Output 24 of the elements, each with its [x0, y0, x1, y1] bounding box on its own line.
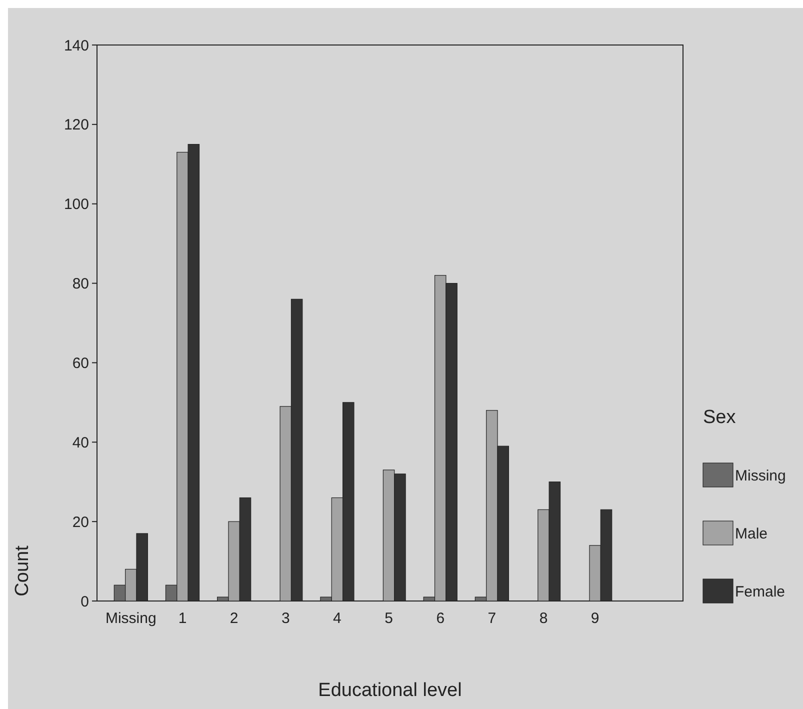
x-tick-label: 5 [384, 610, 393, 627]
y-axis-title: Count [12, 544, 33, 596]
y-tick-label: 100 [64, 196, 89, 214]
y-tick-label: 120 [64, 116, 89, 134]
x-tick-label: 9 [590, 610, 600, 627]
x-tick-label: 1 [178, 610, 187, 627]
x-axis-title: Educational level [318, 680, 462, 701]
x-tick-label: 8 [539, 610, 548, 627]
x-tick-label: 4 [333, 610, 342, 627]
y-tick-label: 60 [72, 354, 89, 372]
x-tick-label: 2 [230, 610, 238, 627]
y-tick-label: 80 [72, 276, 89, 293]
legend-title: Sex [703, 407, 736, 428]
legend-label: Female [735, 583, 786, 600]
legend-label: Missing [735, 467, 786, 484]
x-tick-label: 6 [436, 610, 445, 627]
x-tick-label: 3 [281, 610, 290, 627]
y-tick-label: 40 [72, 434, 89, 452]
y-tick-label: 0 [80, 593, 89, 610]
x-tick-label: Missing [105, 610, 156, 627]
legend-label: Male [735, 525, 768, 542]
x-tick-label: 7 [488, 610, 496, 627]
y-tick-label: 140 [64, 37, 89, 54]
y-tick-label: 20 [72, 514, 89, 531]
